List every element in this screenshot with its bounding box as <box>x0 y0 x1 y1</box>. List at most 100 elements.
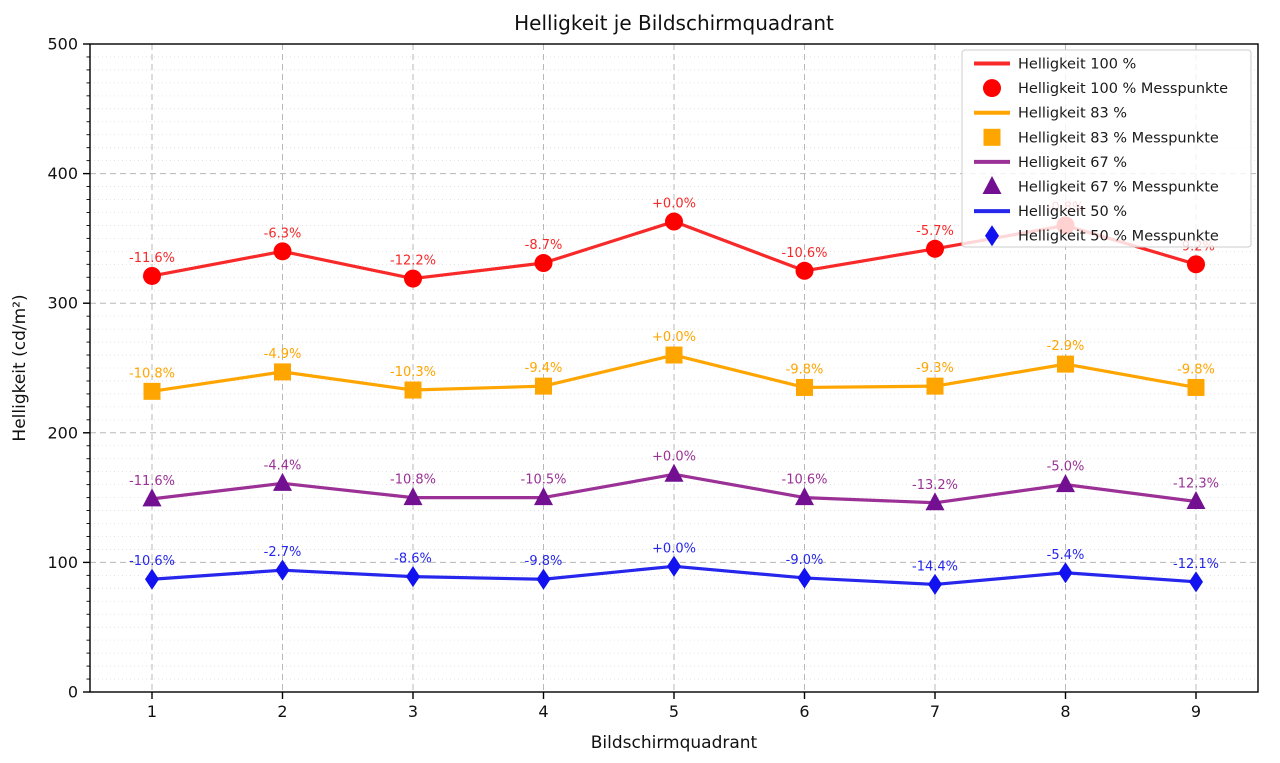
series-1-point-label: -9.4% <box>525 361 563 376</box>
series-2-marker <box>142 488 162 507</box>
series-1-marker <box>274 363 291 381</box>
series-1-marker <box>1057 355 1074 373</box>
series-0-point-label: -8.7% <box>525 238 563 253</box>
series-1-marker <box>404 381 422 399</box>
series-1-point-label: +0.0% <box>652 330 696 345</box>
x-tick-label: 5 <box>669 702 679 721</box>
series-2-marker <box>273 472 292 491</box>
series-2-marker <box>1056 474 1075 493</box>
series-0-point-label: -5.7% <box>916 224 954 239</box>
series-2-point-label: -11.6% <box>129 474 175 489</box>
series-3-point-label: -5.4% <box>1047 548 1085 563</box>
series-1-marker <box>926 377 944 395</box>
y-tick-label: 400 <box>47 164 78 183</box>
series-1-point-label: -9.8% <box>786 362 824 377</box>
series-2-point-label: -13.2% <box>912 478 958 493</box>
series-1-marker <box>535 377 552 395</box>
series-1-point-label: -9.3% <box>916 361 954 376</box>
legend-marker-swatch-2 <box>982 176 1002 194</box>
legend-marker-swatch-1 <box>983 128 1001 146</box>
legend-entry-label: Helligkeit 83 % <box>1018 106 1127 122</box>
x-tick-label: 7 <box>930 702 940 721</box>
series-1-marker <box>796 378 813 396</box>
legend-box <box>961 49 1252 248</box>
series-1-point-label: -9.8% <box>1177 362 1215 377</box>
legend-entry-label: Helligkeit 83 % Messpunkte <box>1018 130 1219 146</box>
chart-title: Helligkeit je Bildschirmquadrant <box>514 11 834 35</box>
series-0-marker <box>926 239 944 258</box>
series-2-marker <box>534 487 553 506</box>
series-0-marker <box>273 242 292 261</box>
series-3-point-label: -10.6% <box>129 554 175 569</box>
x-tick-label: 9 <box>1191 702 1201 721</box>
legend-entry-label: Helligkeit 50 % Messpunkte <box>1018 229 1219 245</box>
series-0-point-label: -11.6% <box>129 251 175 266</box>
series-2-point-label: -5.0% <box>1047 460 1085 475</box>
series-0-marker <box>795 261 814 280</box>
series-3-marker <box>536 568 551 590</box>
series-0-marker <box>143 266 161 285</box>
y-tick-label: 100 <box>47 553 78 572</box>
legend-marker-swatch-3 <box>985 225 999 247</box>
series-3-marker <box>275 559 290 581</box>
series-3-marker <box>1058 562 1073 584</box>
series-2-point-label: -10.8% <box>390 473 436 488</box>
legend-entry-label: Helligkeit 67 % Messpunkte <box>1018 180 1219 196</box>
series-2-marker <box>403 487 423 506</box>
series-0-marker <box>534 254 553 273</box>
y-tick-label: 500 <box>47 35 78 54</box>
series-1-point-label: -2.9% <box>1047 339 1085 354</box>
series-0-point-label: +0.0% <box>652 197 696 212</box>
series-3-marker <box>406 566 420 588</box>
plot-area: 0 100 200 300 400 500 1 2 3 4 5 6 7 8 9 -11.6% -6.3% -12.… <box>47 35 1259 721</box>
series-3-point-label: +0.0% <box>652 541 696 556</box>
series-2-point-label: -10.6% <box>782 473 828 488</box>
x-tick-label: 3 <box>408 702 418 721</box>
y-tick-label: 200 <box>47 423 78 442</box>
series-1-point-label: -4.9% <box>264 347 302 362</box>
series-0-marker <box>1187 255 1205 274</box>
series-3-point-label: -12.1% <box>1173 557 1219 572</box>
y-tick-label: 0 <box>68 683 78 702</box>
series-3-point-label: -9.0% <box>786 553 824 568</box>
series-3-marker <box>145 568 159 590</box>
x-tick-label: 1 <box>147 702 157 721</box>
series-3-marker <box>667 555 681 577</box>
series-0-point-label: -6.3% <box>264 226 302 241</box>
series-3-point-label: -2.7% <box>264 545 302 560</box>
series-1-marker <box>143 382 161 400</box>
series-3-point-label: -8.6% <box>394 552 432 567</box>
series-3-marker <box>797 567 812 589</box>
series-1-point-label: -10.8% <box>129 366 175 381</box>
series-3-point-label: -14.4% <box>912 559 958 574</box>
series-0-point-label: -12.2% <box>390 254 436 269</box>
series-3-marker <box>928 573 942 595</box>
series-0-point-label: -10.6% <box>782 246 828 261</box>
legend-entry-label: Helligkeit 50 % <box>1018 204 1127 220</box>
series-1-marker <box>1187 378 1205 396</box>
legend-entry-label: Helligkeit 67 % <box>1018 155 1127 171</box>
series-0-marker <box>404 269 422 288</box>
series-2-point-label: -10.5% <box>521 473 567 488</box>
series-1-marker <box>665 346 683 364</box>
legend-marker-swatch-0 <box>983 79 1001 98</box>
series-2-point-label: -12.3% <box>1173 476 1219 491</box>
series-2-marker <box>664 463 684 482</box>
legend-entry-label: Helligkeit 100 % <box>1018 57 1136 73</box>
x-tick-label: 6 <box>799 702 809 721</box>
legend-entry-label: Helligkeit 100 % Messpunkte <box>1018 81 1228 97</box>
series-0-marker <box>665 212 683 231</box>
series-2-marker <box>795 487 814 506</box>
y-tick-label: 300 <box>47 294 78 313</box>
series-3-marker <box>1189 571 1203 593</box>
series-2-point-label: +0.0% <box>652 449 696 464</box>
y-axis-title: Helligkeit (cd/m²) <box>10 294 30 441</box>
series-2-marker <box>1186 490 1206 509</box>
series-2-marker <box>925 492 945 511</box>
x-tick-label: 2 <box>277 702 287 721</box>
x-tick-label: 4 <box>538 702 548 721</box>
series-2-point-label: -4.4% <box>264 458 302 473</box>
x-tick-label: 8 <box>1060 702 1070 721</box>
